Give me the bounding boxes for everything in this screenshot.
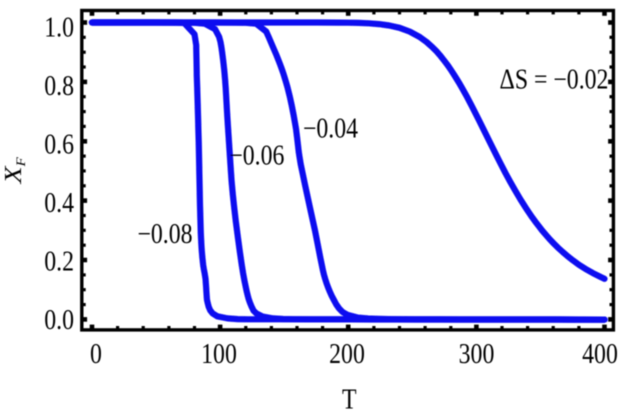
svg-text:0.2: 0.2: [44, 246, 74, 277]
svg-text:300: 300: [459, 338, 495, 369]
svg-text:0.8: 0.8: [44, 70, 74, 101]
svg-text:0.4: 0.4: [44, 187, 74, 218]
svg-text:−0.04: −0.04: [303, 113, 358, 144]
svg-text:100: 100: [201, 338, 237, 369]
svg-text:200: 200: [329, 338, 365, 369]
svg-text:0.0: 0.0: [44, 304, 74, 335]
svg-text:1.0: 1.0: [44, 12, 74, 43]
svg-text:0.6: 0.6: [44, 129, 74, 160]
svg-text:ΔS = −0.02: ΔS = −0.02: [500, 64, 609, 95]
svg-text:400: 400: [582, 338, 618, 369]
svg-text:T: T: [342, 384, 357, 412]
svg-text:−0.06: −0.06: [229, 140, 284, 171]
svg-text:0: 0: [90, 338, 102, 369]
svg-text:−0.08: −0.08: [137, 218, 192, 249]
